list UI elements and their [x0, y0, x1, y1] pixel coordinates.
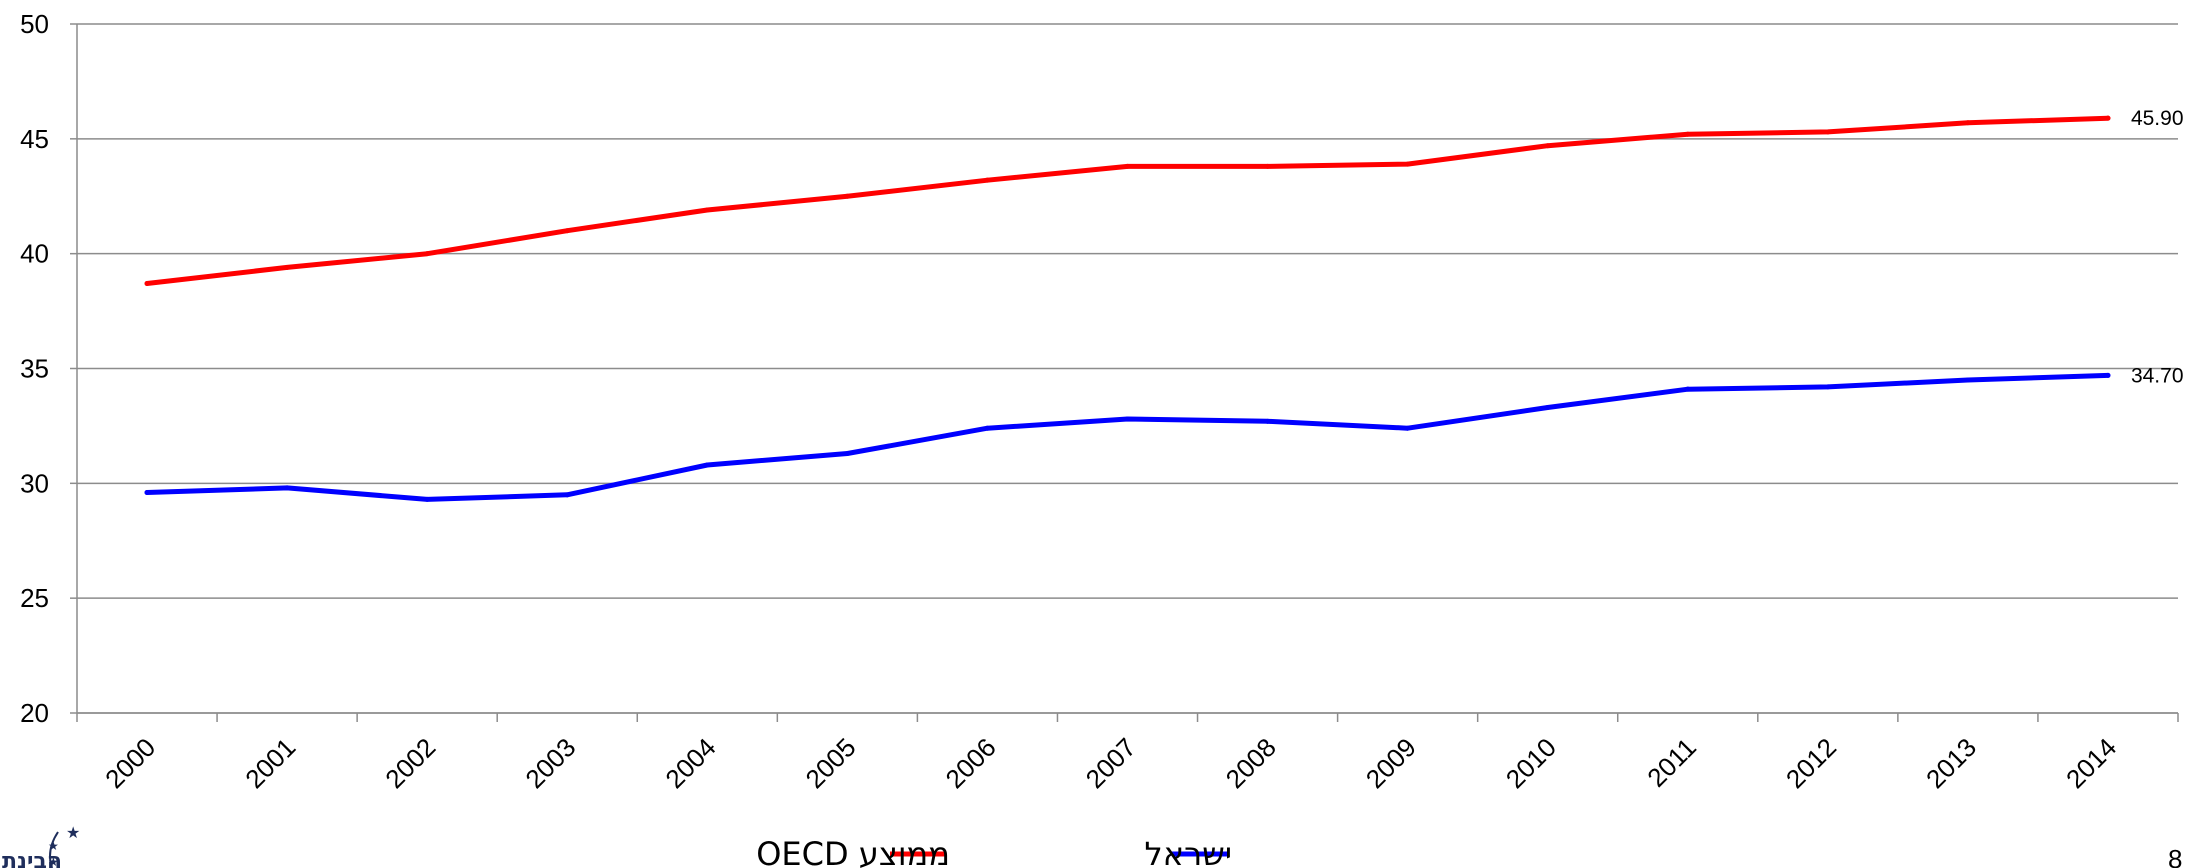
x-axis-ticks: 2000 2001 2002 2003 2004 2005 2006 2007 2008 2009…	[76, 713, 2179, 794]
y-tick-label-35: 35	[20, 354, 49, 384]
series-0-point-2014	[2105, 115, 2111, 121]
x-tick-label-2004: 2004	[659, 732, 721, 794]
y-tick-label-45: 45	[20, 124, 49, 154]
series-0-point-2004	[704, 207, 710, 213]
x-tick-label-2003: 2003	[519, 732, 581, 794]
legend-item-oecd: ממוצע OECD	[756, 835, 950, 868]
series-0-point-2012	[1825, 129, 1831, 135]
x-tick-label-2012: 2012	[1780, 732, 1842, 794]
legend: ממוצע OECD ישראל	[756, 835, 1232, 868]
x-tick-label-2006: 2006	[940, 732, 1002, 794]
series-1-point-2011	[1685, 386, 1691, 392]
series-0-point-2007	[1125, 163, 1130, 169]
legend-label-israel: ישראל	[1145, 835, 1232, 868]
x-tick-label-2001: 2001	[239, 732, 301, 794]
svg-text:★: ★	[48, 855, 59, 868]
y-tick-label-25: 25	[20, 583, 49, 613]
x-tick-label-2005: 2005	[799, 732, 861, 794]
logo-text: הבינתחומי	[0, 849, 62, 868]
y-axis-ticks: 20 25 30 35 40 45 50	[20, 9, 77, 728]
x-tick-label-2013: 2013	[1920, 732, 1982, 794]
series-0-point-2001	[284, 264, 290, 270]
series-line-1	[144, 372, 2111, 502]
y-tick-label-50: 50	[20, 9, 49, 39]
series-1-point-2005	[844, 450, 850, 456]
institution-logo: ★ ★ ★ הבינתחומי	[0, 825, 80, 868]
series-0-point-2013	[1965, 120, 1971, 126]
y-tick-label-40: 40	[20, 239, 49, 269]
series-lines	[144, 115, 2111, 502]
series-0-point-2002	[424, 251, 430, 257]
stars-logo-icon: ★ ★ ★	[48, 825, 80, 868]
series-line-0	[144, 115, 2111, 286]
series-0-point-2005	[844, 193, 850, 199]
x-tick-label-2002: 2002	[379, 732, 441, 794]
x-tick-label-2010: 2010	[1500, 732, 1562, 794]
x-tick-label-2009: 2009	[1360, 732, 1422, 794]
series-1-point-2010	[1545, 405, 1551, 411]
y-tick-label-20: 20	[20, 698, 49, 728]
series-0-point-2000	[144, 281, 150, 287]
series-0-point-2006	[984, 177, 990, 183]
legend-item-israel: ישראל	[1145, 835, 1232, 868]
series-1-point-2007	[1125, 416, 1130, 422]
svg-text:★: ★	[66, 825, 80, 842]
series-1-point-2006	[984, 425, 990, 431]
series-1-point-2000	[144, 490, 150, 496]
page-number: 8	[2168, 844, 2182, 868]
x-tick-label-2014: 2014	[2060, 732, 2122, 794]
series-1-point-2002	[424, 496, 430, 502]
series-1-point-2009	[1405, 425, 1411, 431]
svg-text:★: ★	[48, 839, 59, 853]
series-1-point-2014	[2105, 372, 2111, 378]
x-tick-label-2000: 2000	[99, 732, 161, 794]
legend-label-oecd: ממוצע OECD	[756, 835, 950, 868]
data-label-series-0: 45.90	[2131, 107, 2184, 130]
series-1-point-2012	[1825, 384, 1831, 390]
series-0-point-2009	[1405, 161, 1411, 167]
series-1-point-2004	[704, 462, 710, 468]
series-0-point-2008	[1265, 163, 1271, 169]
data-label-series-1: 34.70	[2131, 364, 2184, 387]
series-0-point-2003	[564, 228, 570, 234]
end-data-labels: 45.90 34.70	[2131, 107, 2184, 387]
x-tick-label-2007: 2007	[1080, 732, 1142, 794]
y-tick-label-30: 30	[20, 468, 49, 498]
series-1-point-2001	[284, 485, 290, 491]
series-0-point-2010	[1545, 143, 1551, 149]
series-1-point-2013	[1965, 377, 1971, 383]
series-1-point-2003	[564, 492, 570, 498]
series-0-point-2011	[1685, 131, 1691, 137]
series-1-point-2008	[1265, 418, 1271, 424]
x-tick-label-2011: 2011	[1641, 732, 1702, 793]
x-tick-label-2008: 2008	[1220, 732, 1282, 794]
